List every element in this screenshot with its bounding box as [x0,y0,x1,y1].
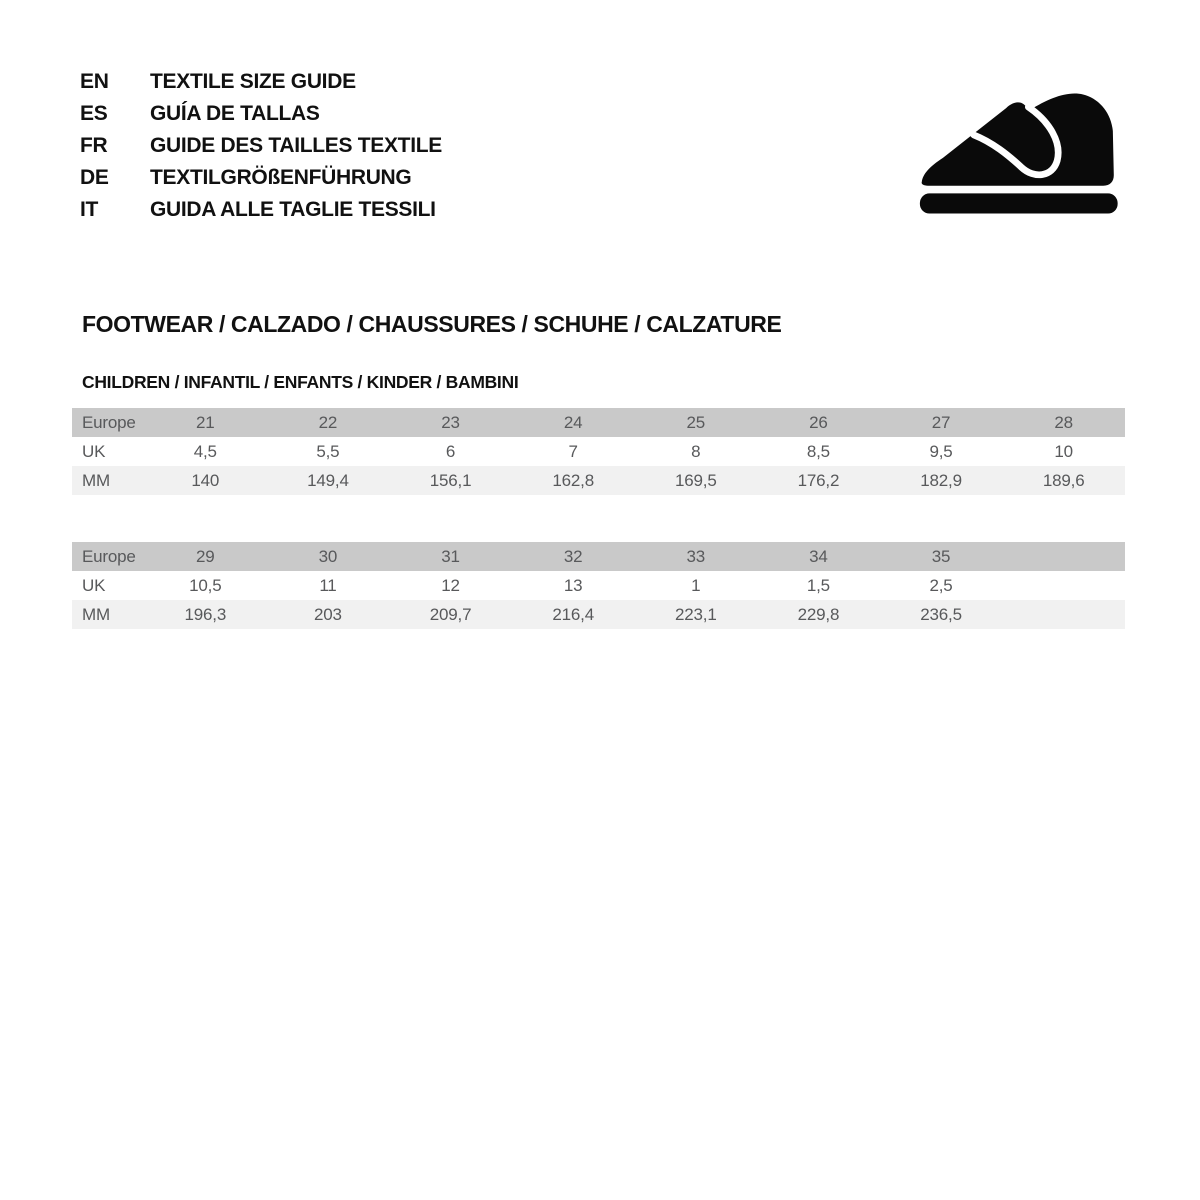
language-code: ES [80,102,108,125]
language-row-it: IT GUIDA ALLE TAGLIE TESSILI [80,194,442,226]
table-cell [1002,600,1125,629]
size-table-children-21-28: Europe 21 22 23 24 25 26 27 28 UK 4,5 5,5 6 7 8 8,5 9,5 1… [72,408,1125,495]
language-title: GUÍA DE TALLAS [150,102,320,125]
table-cell: 8 [634,437,758,466]
table-cell: 236,5 [879,600,1003,629]
table-cell: 2,5 [879,571,1003,600]
table-cell: 23 [389,408,512,437]
language-code: IT [80,198,99,221]
table-cell: 7 [511,437,635,466]
language-title: TEXTILGRÖßENFÜHRUNG [150,166,412,189]
row-label: MM [72,600,144,629]
table-cell: 21 [144,408,267,437]
section-title: FOOTWEAR / CALZADO / CHAUSSURES / SCHUHE… [82,311,782,337]
language-title: GUIDE DES TAILLES TEXTILE [150,134,442,157]
table-cell: 223,1 [634,600,758,629]
table-cell: 196,3 [144,600,267,629]
table-cell [1002,542,1125,571]
table-cell: 5,5 [266,437,390,466]
table-row: MM 140 149,4 156,1 162,8 169,5 176,2 182,9 189,6 [72,466,1125,495]
language-row-fr: FR GUIDE DES TAILLES TEXTILE [80,130,442,162]
table-cell: 203 [266,600,390,629]
table-cell: 1,5 [757,571,880,600]
table-cell: 12 [389,571,512,600]
row-label: UK [72,437,144,466]
table-cell: 35 [879,542,1003,571]
table-cell: 176,2 [757,466,880,495]
table-cell: 13 [511,571,635,600]
table-cell: 189,6 [1002,466,1125,495]
row-label: UK [72,571,144,600]
table-cell: 34 [757,542,880,571]
language-title: GUIDA ALLE TAGLIE TESSILI [150,198,436,221]
table-cell: 10 [1002,437,1125,466]
table-cell: 24 [511,408,635,437]
language-code: FR [80,134,108,157]
table-cell: 25 [634,408,758,437]
table-cell: 32 [511,542,635,571]
language-code: DE [80,166,109,189]
language-code: EN [80,70,109,93]
row-label: MM [72,466,144,495]
table-cell: 6 [389,437,512,466]
table-cell: 182,9 [879,466,1003,495]
table-cell: 149,4 [266,466,390,495]
table-row: UK 10,5 11 12 13 1 1,5 2,5 [72,571,1125,600]
language-row-de: DE TEXTILGRÖßENFÜHRUNG [80,162,442,194]
language-row-en: EN TEXTILE SIZE GUIDE [80,66,442,98]
table-cell: 1 [634,571,758,600]
section-subtitle: CHILDREN / INFANTIL / ENFANTS / KINDER /… [82,372,519,392]
table-cell: 22 [266,408,390,437]
table-cell: 11 [266,571,390,600]
table-cell: 10,5 [144,571,267,600]
table-cell: 156,1 [389,466,512,495]
table-cell: 229,8 [757,600,880,629]
table-cell: 30 [266,542,390,571]
language-row-es: ES GUÍA DE TALLAS [80,98,442,130]
table-row: Europe 21 22 23 24 25 26 27 28 [72,408,1125,437]
table-row: MM 196,3 203 209,7 216,4 223,1 229,8 236,5 [72,600,1125,629]
size-table-children-29-35: Europe 29 30 31 32 33 34 35 UK 10,5 11 12 13 1 1,5 2,5 M… [72,542,1125,629]
row-label: Europe [72,408,144,437]
table-cell: 209,7 [389,600,512,629]
size-table: Europe 21 22 23 24 25 26 27 28 UK 4,5 5,5 6 7 8 8,5 9,5 1… [72,408,1125,495]
table-cell: 33 [634,542,758,571]
table-cell: 169,5 [634,466,758,495]
table-cell [1002,571,1125,600]
table-row: Europe 29 30 31 32 33 34 35 [72,542,1125,571]
table-cell: 8,5 [757,437,880,466]
size-table: Europe 29 30 31 32 33 34 35 UK 10,5 11 12 13 1 1,5 2,5 M… [72,542,1125,629]
language-title-list: EN TEXTILE SIZE GUIDE ES GUÍA DE TALLAS … [80,66,442,226]
table-cell: 216,4 [511,600,635,629]
table-cell: 31 [389,542,512,571]
table-cell: 28 [1002,408,1125,437]
table-cell: 29 [144,542,267,571]
children-shoe-icon [919,93,1118,214]
table-cell: 26 [757,408,880,437]
table-cell: 4,5 [144,437,267,466]
table-cell: 140 [144,466,267,495]
row-label: Europe [72,542,144,571]
table-cell: 162,8 [511,466,635,495]
language-title: TEXTILE SIZE GUIDE [150,70,356,93]
table-cell: 9,5 [879,437,1003,466]
table-cell: 27 [879,408,1003,437]
table-row: UK 4,5 5,5 6 7 8 8,5 9,5 10 [72,437,1125,466]
